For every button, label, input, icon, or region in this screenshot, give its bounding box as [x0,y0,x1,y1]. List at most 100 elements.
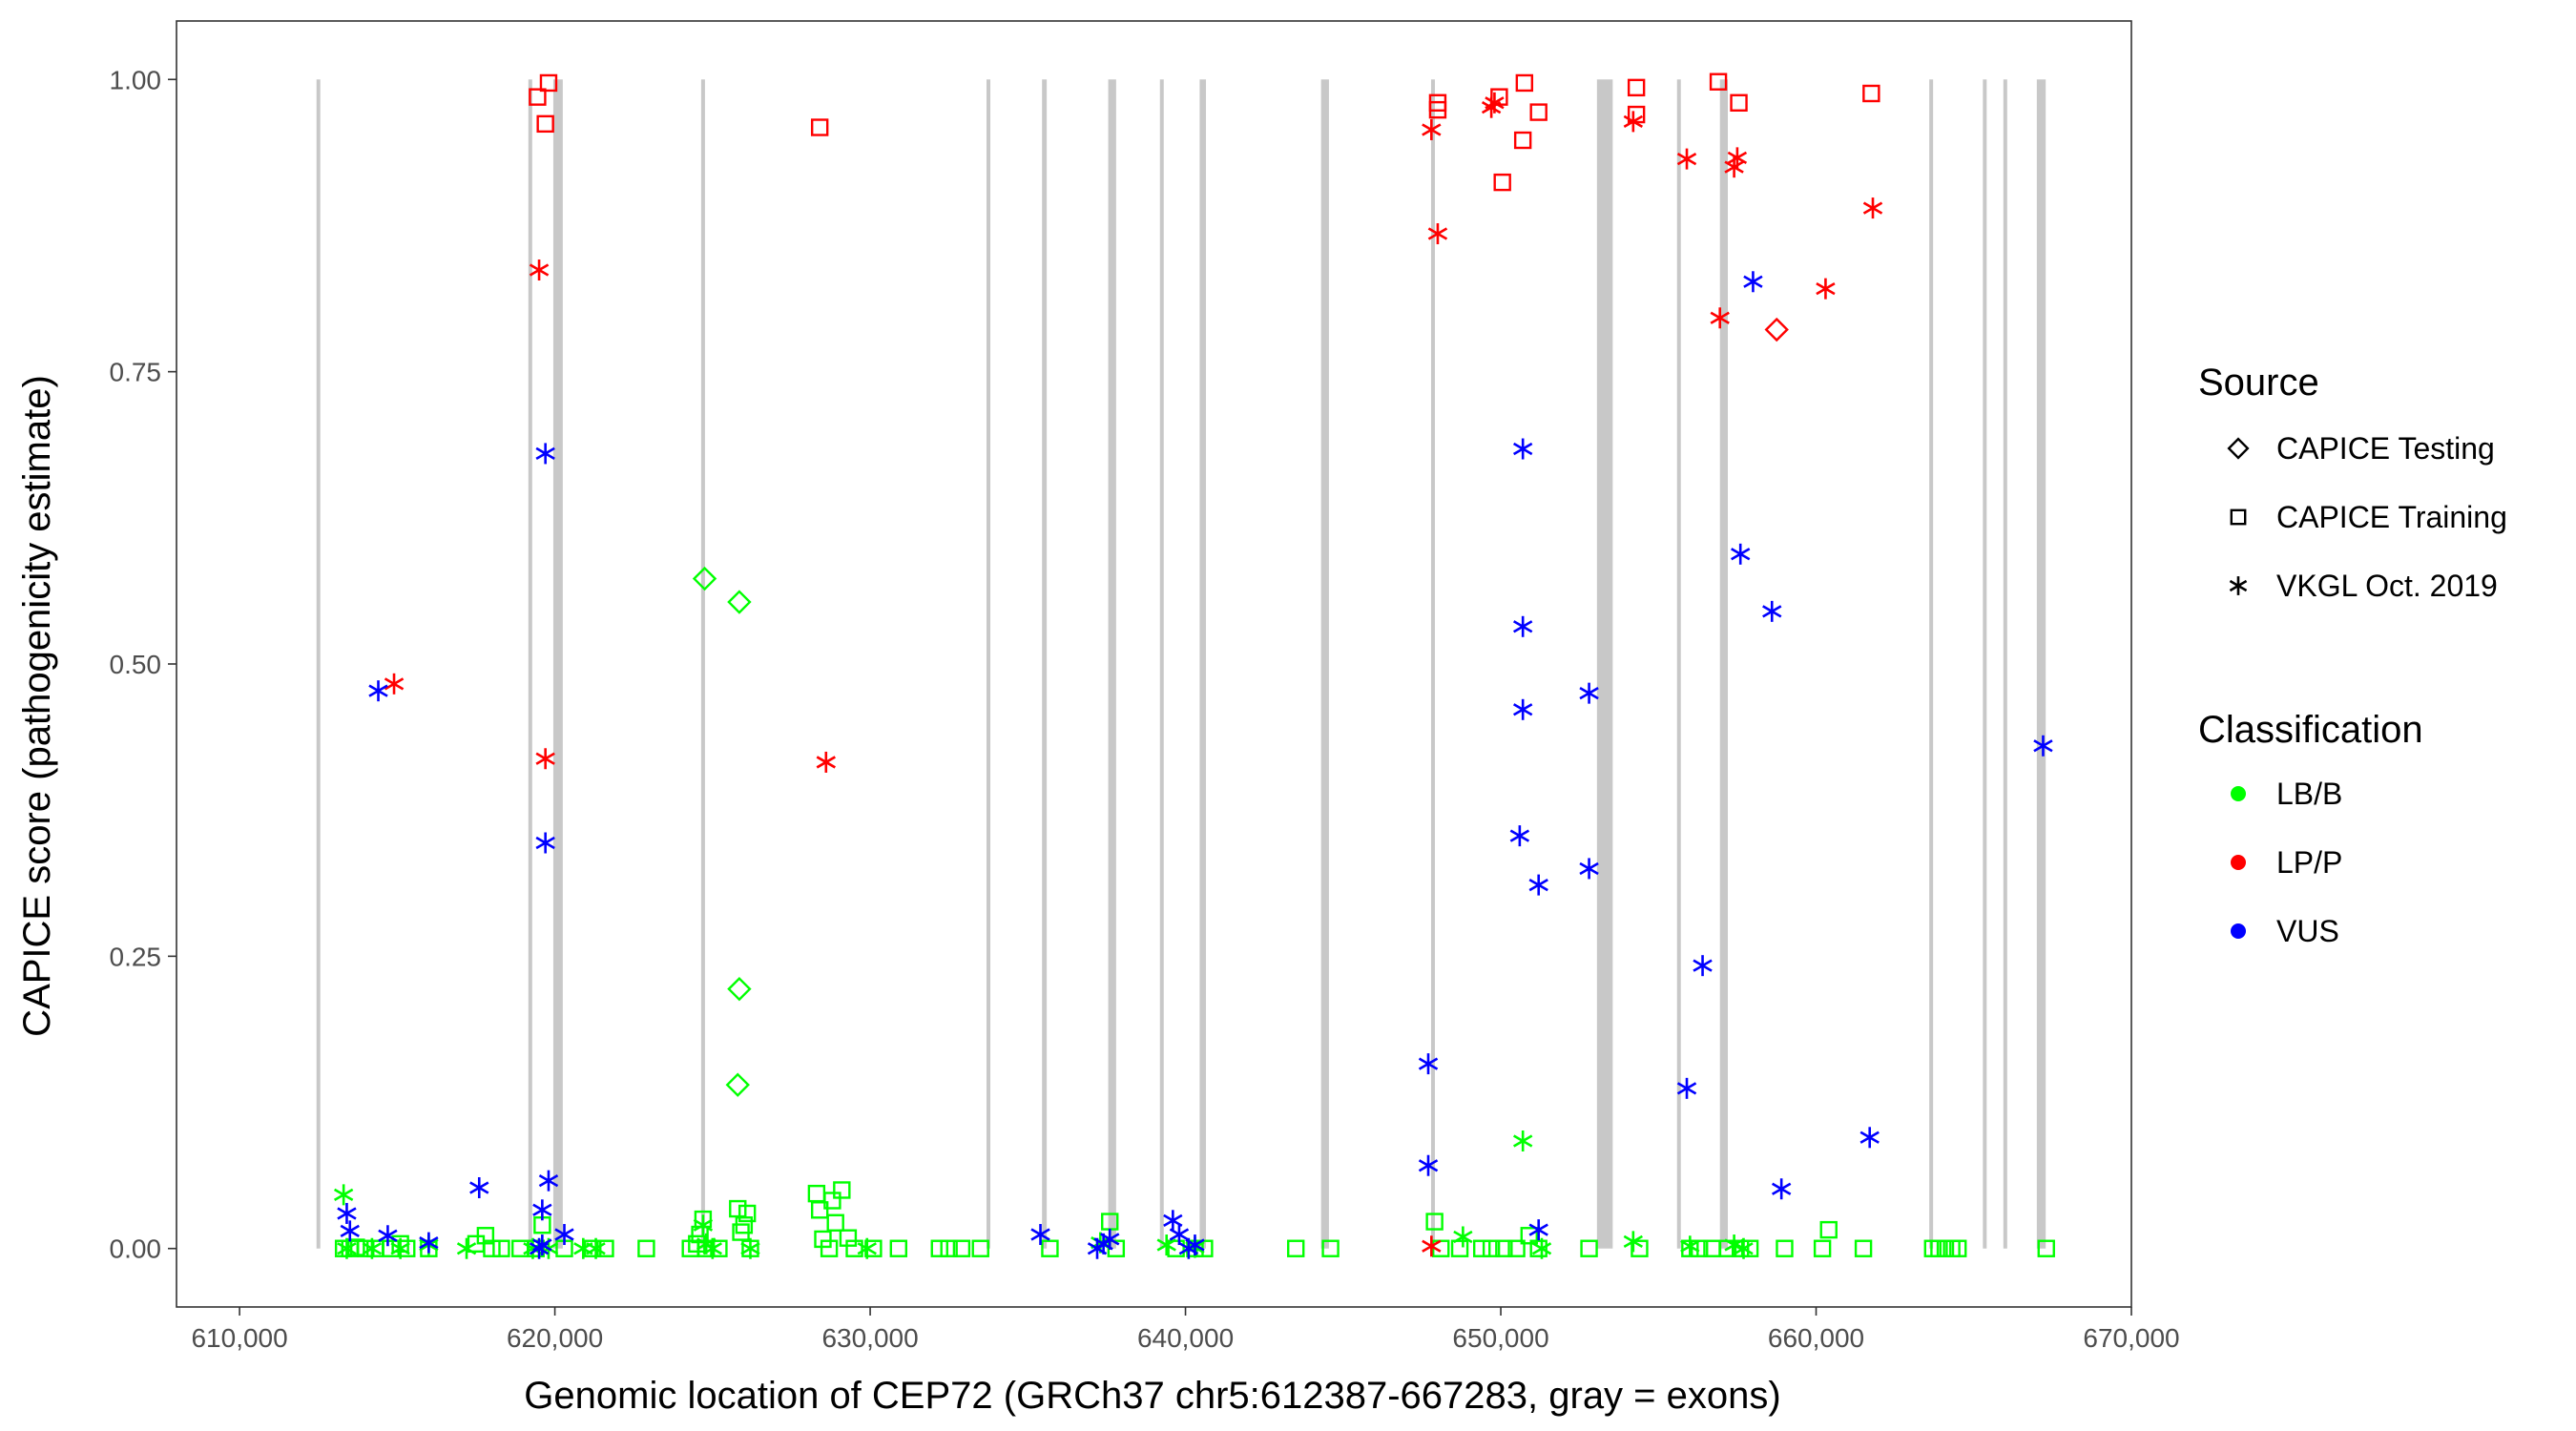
data-point [492,1239,510,1257]
data-point [536,114,554,134]
legend-class-swatch [2231,786,2246,801]
data-point [1730,93,1748,112]
data-point [1734,1237,1754,1259]
legend-classification-entries: LB/B LP/P VUS [2231,777,2342,948]
data-point [554,1224,574,1246]
x-tick-label: 660,000 [1768,1323,1864,1353]
exon-band [528,79,532,1249]
data-point [1041,1239,1059,1257]
data-point [469,1177,489,1199]
data-point [1813,1239,1832,1257]
data-point [532,1234,552,1256]
data-point [1156,1234,1176,1256]
legend-class-item: LP/P [2231,845,2342,880]
data-point [1580,1239,1598,1257]
data-point [1418,1154,1439,1176]
x-axis: 610,000 620,000 630,000 640,000 650,000 660,0… [191,1307,2180,1353]
data-point [1724,1234,1744,1256]
data-point [2037,1239,2055,1257]
data-point [1579,858,1599,880]
exon-band [316,79,321,1249]
data-point [538,1170,559,1192]
data-point [1676,1077,1697,1099]
data-point [857,1237,877,1259]
data-point [1854,1239,1873,1257]
data-point [1819,1220,1838,1239]
data-point [1418,1053,1439,1075]
data-point [1185,1234,1205,1256]
data-point [1531,1237,1552,1259]
data-point [725,1072,750,1097]
data-point [1100,1228,1120,1250]
data-point [1727,147,1748,169]
legend-class-label: LB/B [2276,777,2342,811]
data-point [1422,1235,1442,1257]
data-point [971,1239,989,1257]
data-point [1762,600,1782,622]
data-point [735,1216,754,1234]
x-tick-label: 650,000 [1452,1323,1548,1353]
data-point [1862,197,1883,219]
data-point [1450,1239,1469,1257]
data-point [740,1237,760,1259]
data-point [1579,682,1599,704]
legend-source-item: VKGL Oct. 2019 [2229,569,2498,603]
data-point [952,1239,971,1257]
x-tick-label: 640,000 [1137,1323,1234,1353]
data-point [362,1237,383,1259]
legend-source-label: VKGL Oct. 2019 [2276,569,2498,603]
data-point [1512,438,1533,460]
data-point [529,1237,550,1259]
data-point [1512,698,1533,720]
exon-band [1719,79,1728,1249]
data-point [826,1213,844,1232]
data-point [889,1239,908,1257]
data-point [1709,73,1728,91]
data-point [535,748,555,770]
legend-source-label: CAPICE Testing [2276,431,2495,466]
data-point [1528,1219,1548,1241]
data-point [1513,131,1532,150]
data-point [1512,1130,1533,1151]
diamond-marker [2227,437,2250,460]
square-marker [2230,508,2247,526]
data-point [368,680,388,702]
data-point [1482,1239,1501,1257]
data-point [737,1204,757,1223]
legend-source-item: CAPICE Training [2230,500,2507,534]
data-point [1623,111,1644,133]
y-tick-label: 0.25 [110,942,162,971]
data-point [1507,1239,1526,1257]
series-vkgl-oct-2019-lb-b [333,1130,1754,1259]
data-point [1425,1213,1444,1231]
legend-class-swatch [2231,923,2246,939]
data-point [727,976,752,1002]
data-point [539,73,558,93]
data-point [693,1214,714,1236]
legend-classification-title: Classification [2198,709,2423,751]
data-point [1529,1239,1548,1257]
exon-band [1983,79,1987,1249]
exon-band [2003,79,2007,1249]
exon-band [1430,79,1435,1249]
y-tick-label: 0.75 [110,358,162,387]
y-tick-label: 1.00 [110,65,162,94]
plot-panel [177,21,2131,1307]
legend-class-label: LP/P [2276,845,2342,880]
exon-band [1676,79,1681,1249]
data-point [1473,1239,1491,1257]
data-point [1520,1227,1538,1245]
x-tick-label: 620,000 [507,1323,603,1353]
data-point [337,1202,357,1224]
exon-band [1159,79,1164,1249]
data-point [816,751,836,773]
legend-source-entries: CAPICE Testing CAPICE Training VKGL Oct. 2… [2227,431,2507,603]
data-point [535,443,555,465]
series-capice-testing-lp-p [1764,317,1789,342]
data-point [333,1184,354,1206]
y-axis-title: CAPICE score (pathogenicity estimate) [16,375,58,1037]
data-points [333,73,2055,1259]
data-point [384,673,405,695]
data-point [2033,735,2053,757]
